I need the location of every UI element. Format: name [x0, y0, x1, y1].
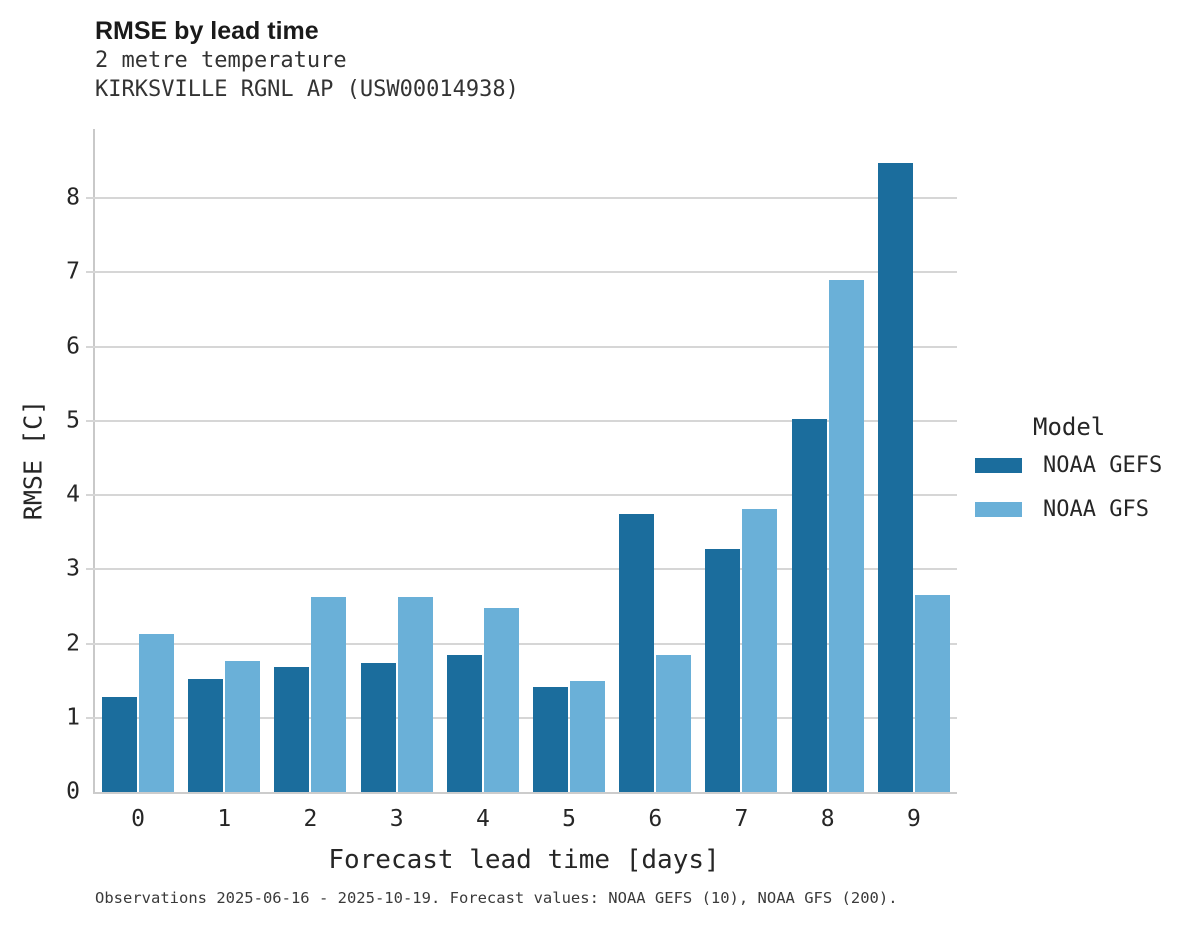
legend-title: Model [1033, 413, 1106, 441]
xtick-label-5: 5 [562, 806, 577, 832]
x-axis-label: Forecast lead time [days] [328, 845, 720, 875]
ytick-label-1: 1 [66, 704, 80, 731]
bar-noaa-gefs-lead-6 [619, 513, 655, 792]
gridline-y-4 [86, 494, 957, 497]
bar-noaa-gfs-lead-0 [139, 633, 175, 792]
legend-swatch-noaa-gfs [975, 502, 1022, 517]
bar-group-lead-1: 1 [181, 129, 267, 832]
bar-noaa-gfs-lead-8 [828, 279, 864, 792]
bar-noaa-gfs-lead-4 [483, 607, 519, 792]
bar-noaa-gfs-lead-3 [397, 596, 433, 792]
bar-group-lead-7: 7 [698, 129, 784, 832]
ytick-label-0: 0 [66, 778, 80, 805]
plot-area: 0 1 2 3 4 5 6 7 8 0 1 2 3 4 5 6 7 8 9 [66, 129, 957, 832]
gridline-y-5 [86, 419, 957, 422]
bar-group-lead-0: 0 [95, 129, 181, 832]
legend-swatch-noaa-gefs [975, 458, 1022, 473]
legend-item-noaa-gefs: NOAA GEFS [975, 453, 1190, 478]
bar-noaa-gfs-lead-7 [742, 509, 778, 792]
xtick-label-3: 3 [389, 806, 404, 832]
gridline-y-1 [86, 716, 957, 719]
bar-group-lead-8: 8 [785, 129, 871, 832]
xtick-label-4: 4 [475, 806, 490, 832]
legend-item-noaa-gfs: NOAA GFS [975, 497, 1190, 522]
chart-header: RMSE by lead time 2 metre temperature KI… [95, 16, 519, 104]
ytick-label-7: 7 [66, 258, 80, 285]
gridline-y-2 [86, 642, 957, 645]
bar-noaa-gfs-lead-9 [914, 594, 950, 792]
bar-noaa-gfs-lead-6 [656, 655, 692, 792]
xtick-label-9: 9 [906, 806, 921, 832]
legend-label-noaa-gfs: NOAA GFS [1043, 497, 1149, 522]
gridline-y-3 [86, 568, 957, 571]
chart-subtitle-variable: 2 metre temperature [95, 48, 347, 73]
bar-noaa-gefs-lead-7 [705, 549, 741, 792]
chart-subtitle-station: KIRKSVILLE RGNL AP (USW00014938) [95, 77, 519, 102]
bar-group-lead-5: 5 [526, 129, 612, 832]
ytick-label-5: 5 [66, 407, 80, 434]
bar-noaa-gefs-lead-0 [102, 696, 138, 792]
bar-noaa-gefs-lead-9 [877, 163, 913, 792]
chart-title: RMSE by lead time [95, 17, 319, 45]
bar-group-lead-4: 4 [440, 129, 526, 832]
bar-noaa-gefs-lead-4 [446, 655, 482, 792]
legend: Model NOAA GEFS NOAA GFS [975, 413, 1190, 541]
gridline-y-6 [86, 345, 957, 348]
xtick-label-2: 2 [303, 806, 318, 832]
y-axis-label: RMSE [C] [18, 399, 48, 521]
ytick-label-6: 6 [66, 333, 80, 360]
footnote: Observations 2025-06-16 - 2025-10-19. Fo… [95, 889, 898, 907]
legend-label-noaa-gefs: NOAA GEFS [1043, 453, 1163, 478]
gridline-y-8 [86, 197, 957, 200]
xtick-label-8: 8 [820, 806, 835, 832]
bar-noaa-gefs-lead-5 [533, 686, 569, 792]
bar-group-lead-6: 6 [612, 129, 698, 832]
bar-group-lead-2: 2 [267, 129, 353, 832]
bar-group-lead-9: 9 [871, 129, 957, 832]
bar-noaa-gefs-lead-8 [791, 418, 827, 792]
bar-noaa-gfs-lead-1 [225, 661, 261, 792]
bar-noaa-gefs-lead-3 [360, 662, 396, 792]
bar-group-lead-3: 3 [354, 129, 440, 832]
xtick-label-0: 0 [131, 806, 146, 832]
ytick-label-4: 4 [66, 481, 80, 508]
bar-noaa-gfs-lead-2 [311, 597, 347, 792]
bar-noaa-gefs-lead-1 [188, 679, 224, 792]
bar-noaa-gfs-lead-5 [570, 681, 606, 792]
bar-noaa-gefs-lead-2 [274, 666, 310, 792]
xtick-label-1: 1 [217, 806, 232, 832]
ytick-label-2: 2 [66, 630, 80, 657]
ytick-label-3: 3 [66, 555, 80, 582]
xtick-label-6: 6 [648, 806, 663, 832]
xtick-label-7: 7 [734, 806, 749, 832]
gridline-y-7 [86, 271, 957, 274]
ytick-label-8: 8 [66, 184, 80, 211]
